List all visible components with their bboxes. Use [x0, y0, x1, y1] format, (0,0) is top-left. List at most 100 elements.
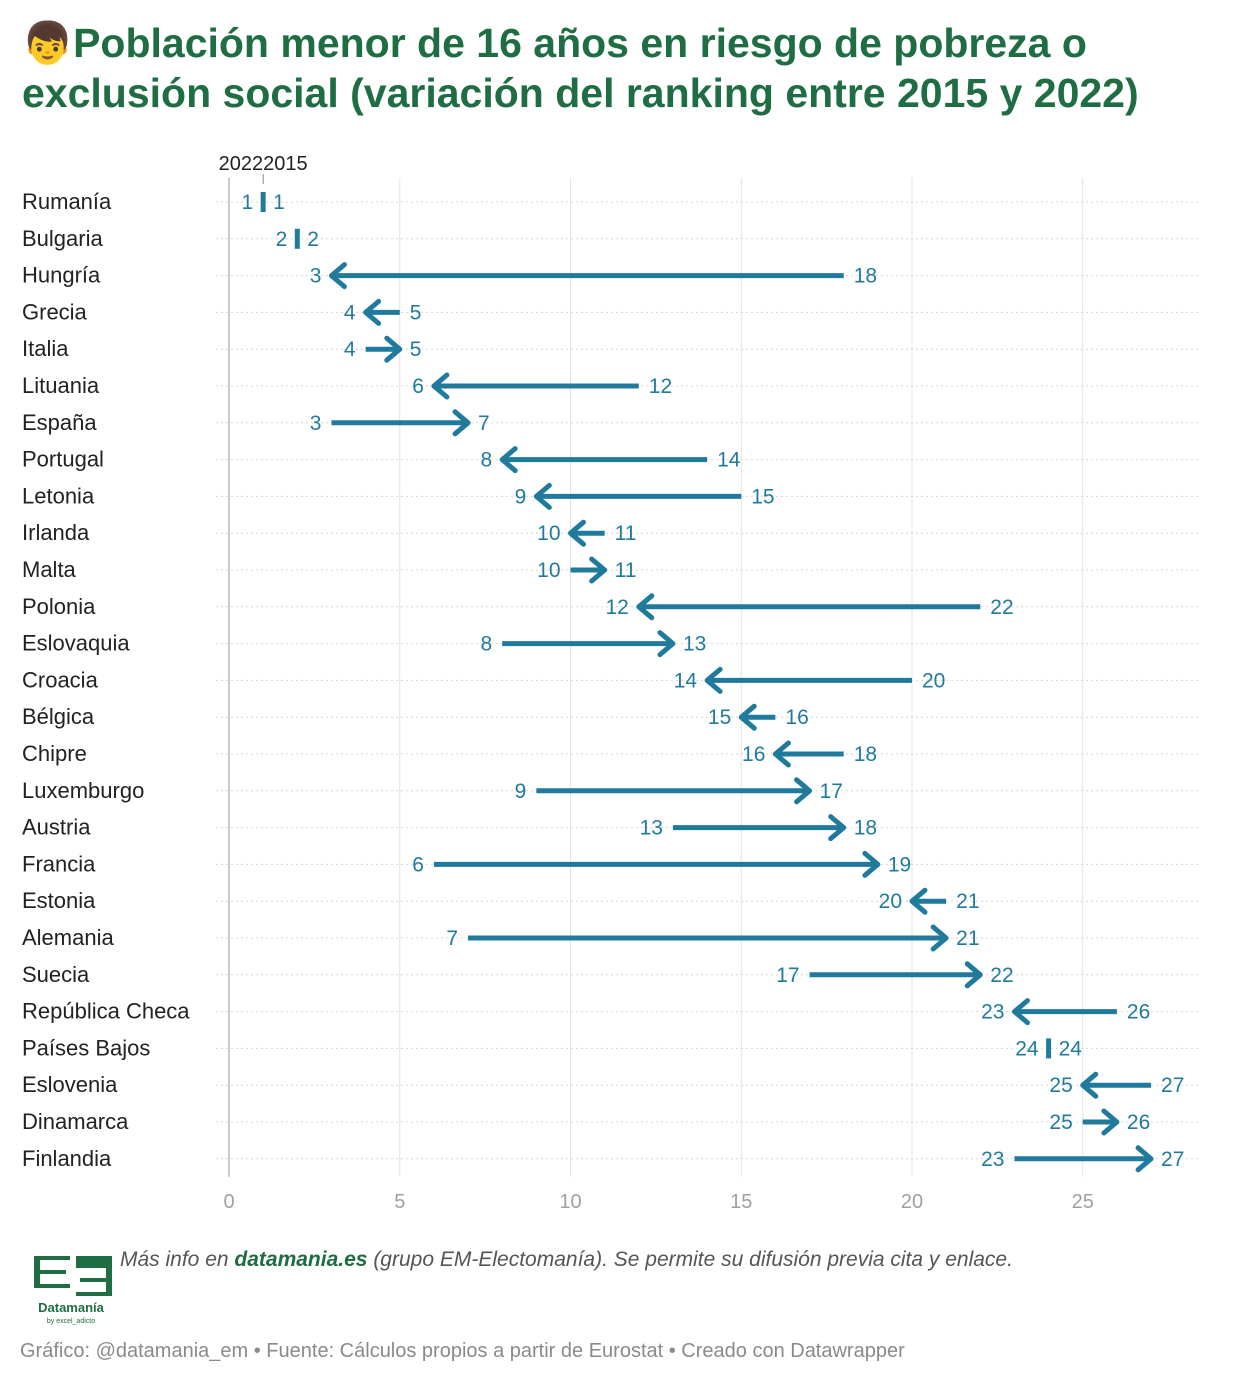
- value-label-2022: 22: [990, 964, 1013, 987]
- value-label-2022: 10: [537, 522, 560, 545]
- value-label-2015: 8: [481, 633, 493, 656]
- country-label: Irlanda: [22, 520, 90, 545]
- legend-label-to: 2022: [219, 153, 264, 175]
- value-label-2022: 26: [1127, 1111, 1150, 1134]
- arrow-head: [909, 887, 928, 915]
- value-label-2015: 16: [785, 706, 808, 729]
- country-label: Finlandia: [22, 1146, 112, 1171]
- value-label-2015: 3: [310, 412, 322, 435]
- value-label-2022: 5: [410, 338, 422, 361]
- datamania-logo: Datamanía by excel_adicto: [32, 1252, 112, 1325]
- country-label: Hungría: [22, 263, 101, 288]
- value-label-2015: 26: [1127, 1001, 1150, 1024]
- value-label-2022: 2: [276, 228, 288, 251]
- country-label: Luxemburgo: [22, 778, 144, 803]
- value-label-2022: 20: [879, 890, 902, 913]
- country-label: Bulgaria: [22, 226, 103, 251]
- arrow-head: [794, 777, 813, 805]
- arrow-head: [772, 740, 791, 768]
- arrow-head: [589, 556, 608, 584]
- arrow-head: [636, 593, 655, 621]
- value-label-2022: 25: [1049, 1074, 1072, 1097]
- note-prefix: Más info en: [120, 1248, 235, 1271]
- value-label-2022: 8: [481, 449, 493, 472]
- value-label-2015: 21: [956, 890, 979, 913]
- country-label: Francia: [22, 851, 96, 876]
- value-label-2015: 27: [1161, 1074, 1184, 1097]
- country-label: Lituania: [22, 373, 100, 398]
- arrow-head: [964, 961, 983, 989]
- value-label-2015: 12: [649, 375, 672, 398]
- country-label: Rumanía: [22, 189, 112, 214]
- value-label-2022: 14: [674, 669, 698, 692]
- x-tick-label: 20: [901, 1191, 923, 1213]
- country-label: España: [22, 410, 97, 435]
- country-label: Eslovaquia: [22, 631, 130, 656]
- footer-note: Más info en datamania.es (grupo EM-Elect…: [120, 1248, 1013, 1272]
- value-label-2015: 5: [410, 301, 422, 324]
- value-label-2022: 9: [515, 485, 527, 508]
- value-label-2022: 21: [956, 927, 979, 950]
- value-label-2015: 18: [854, 265, 877, 288]
- arrow-head: [328, 262, 347, 290]
- value-label-2022: 15: [708, 706, 731, 729]
- country-label: Letonia: [22, 483, 95, 508]
- country-label: Portugal: [22, 447, 104, 472]
- value-label-2022: 18: [854, 817, 877, 840]
- value-label-2022: 19: [888, 853, 911, 876]
- arrow-head: [533, 482, 552, 510]
- x-tick-label: 25: [1072, 1191, 1094, 1213]
- value-label-2015: 17: [776, 964, 799, 987]
- value-label-2022: 12: [605, 596, 628, 619]
- x-tick-label: 10: [559, 1191, 581, 1213]
- value-label-2015: 1: [273, 191, 285, 214]
- value-label-2022: 6: [412, 375, 424, 398]
- value-label-2015: 25: [1049, 1111, 1072, 1134]
- note-suffix: (grupo EM-Electomanía). Se permite su di…: [367, 1248, 1013, 1271]
- country-label: Eslovenia: [22, 1072, 118, 1097]
- value-label-2022: 11: [615, 559, 637, 582]
- country-label: Dinamarca: [22, 1109, 129, 1134]
- country-label: Países Bajos: [22, 1035, 150, 1060]
- value-label-2015: 7: [446, 927, 458, 950]
- value-label-2015: 6: [412, 853, 424, 876]
- country-label: Bélgica: [22, 704, 95, 729]
- value-label-2015: 11: [615, 522, 637, 545]
- arrow-head: [657, 630, 676, 658]
- country-label: Malta: [22, 557, 77, 582]
- arrow-head: [1011, 998, 1030, 1026]
- country-label: Estonia: [22, 888, 96, 913]
- boy-emoji-icon: 👦: [22, 19, 74, 67]
- value-label-2022: 16: [742, 743, 765, 766]
- value-label-2015: 22: [990, 596, 1013, 619]
- logo-subtitle: by excel_adicto: [47, 1318, 95, 1325]
- country-label: Grecia: [22, 299, 88, 324]
- chart-title: 👦Población menor de 16 años en riesgo de…: [22, 18, 1222, 118]
- country-label: Polonia: [22, 594, 96, 619]
- value-label-2022: 4: [344, 301, 356, 324]
- country-label: Alemania: [22, 925, 114, 950]
- arrow-head: [431, 372, 450, 400]
- value-label-2015: 20: [922, 669, 945, 692]
- arrow-head: [862, 850, 881, 878]
- country-label: Austria: [22, 815, 91, 840]
- value-label-2015: 10: [537, 559, 560, 582]
- value-label-2015: 24: [1059, 1037, 1083, 1060]
- value-label-2022: 7: [478, 412, 490, 435]
- arrow-head: [1080, 1071, 1099, 1099]
- value-label-2015: 14: [717, 449, 741, 472]
- country-label: Italia: [22, 336, 69, 361]
- country-label: Chipre: [22, 741, 87, 766]
- arrow-head: [828, 814, 847, 842]
- x-tick-label: 5: [394, 1191, 405, 1213]
- value-label-2022: 23: [981, 1001, 1004, 1024]
- value-label-2022: 1: [241, 191, 253, 214]
- logo-name: Datamanía: [38, 1300, 105, 1315]
- datamania-link[interactable]: datamania.es: [234, 1248, 368, 1271]
- arrow-head: [1101, 1108, 1120, 1136]
- credits: Gráfico: @datamania_em • Fuente: Cálculo…: [20, 1340, 905, 1362]
- country-label: Suecia: [22, 962, 90, 987]
- value-label-2015: 23: [981, 1148, 1004, 1171]
- value-label-2022: 27: [1161, 1148, 1184, 1171]
